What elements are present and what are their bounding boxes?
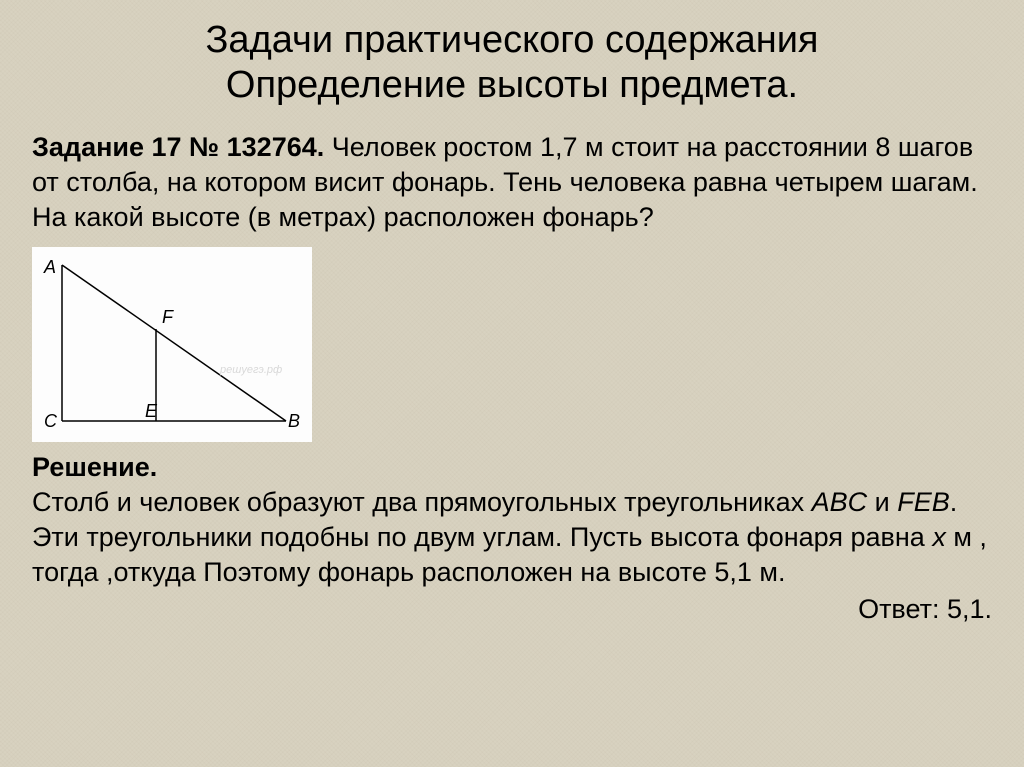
- variable-x: x: [932, 522, 946, 552]
- title-line-1: Задачи практического содержания: [205, 19, 818, 61]
- problem-label: Задание 17 № 132764.: [32, 132, 324, 162]
- slide-title: Задачи практического содержания Определе…: [32, 18, 992, 108]
- triangle-diagram: A C B F Eрешуегэ.рф: [32, 247, 312, 442]
- diagram-svg: A C B F Eрешуегэ.рф: [40, 253, 302, 433]
- svg-text:B: B: [288, 411, 300, 431]
- solution-label: Решение.: [32, 452, 157, 482]
- solution-text: Решение. Столб и человек образуют два пр…: [32, 450, 992, 590]
- svg-text:решуегэ.рф: решуегэ.рф: [219, 364, 282, 376]
- answer-text: Ответ: 5,1.: [32, 594, 992, 625]
- svg-text:E: E: [145, 401, 158, 421]
- svg-text:A: A: [43, 257, 56, 277]
- triangle-feb: FEB: [897, 487, 950, 517]
- solution-part1: Столб и человек образуют два прямоугольн…: [32, 487, 812, 517]
- svg-text:C: C: [44, 411, 58, 431]
- svg-text:F: F: [162, 307, 174, 327]
- solution-part2: и: [867, 487, 897, 517]
- triangle-abc: ABC: [812, 487, 868, 517]
- title-line-2: Определение высоты предмета.: [226, 64, 798, 106]
- problem-text: Задание 17 № 132764. Человек ростом 1,7 …: [32, 130, 992, 235]
